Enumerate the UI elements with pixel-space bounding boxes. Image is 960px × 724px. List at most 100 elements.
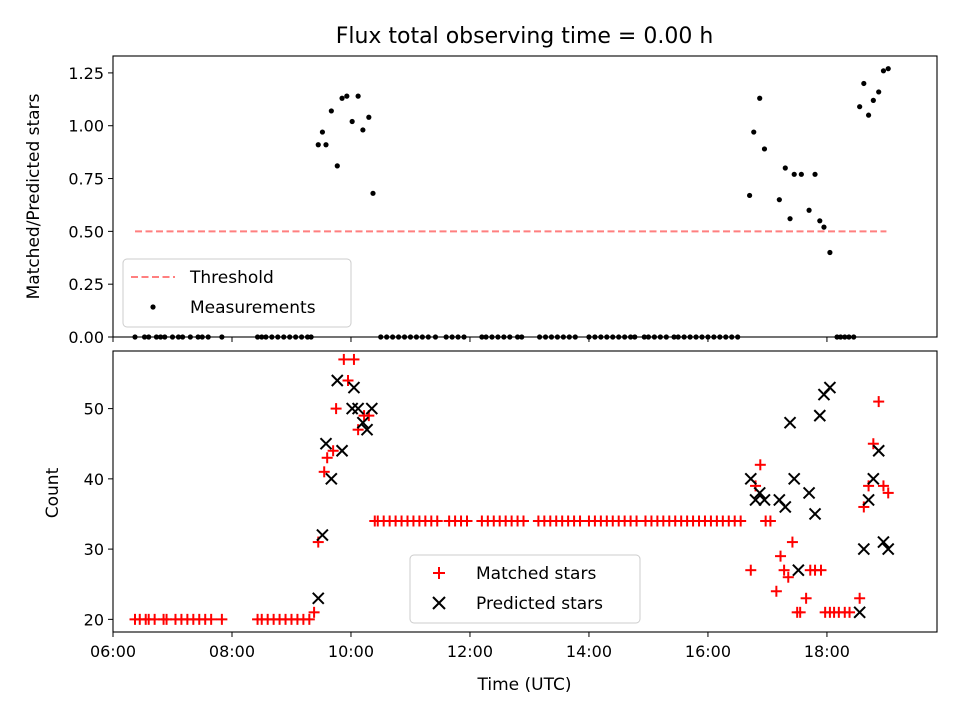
x-tick-label: 14:00	[566, 642, 612, 661]
predicted-star-marker	[788, 472, 801, 486]
predicted-star-marker	[823, 381, 837, 394]
ratio-y-tick-label: 0.00	[68, 328, 104, 347]
predicted-star-marker	[779, 500, 792, 514]
predicted-star-marker	[872, 444, 885, 457]
threshold-legend-label: Threshold	[189, 268, 274, 288]
ratio-y-ticks: 0.00 0.25 0.50 0.75 1.00 1.25	[68, 64, 113, 347]
measurement-point	[798, 171, 804, 177]
predicted-star-marker	[862, 493, 875, 507]
measurement-point	[366, 114, 372, 120]
measurement-point	[880, 68, 887, 74]
matched-star-marker	[321, 452, 333, 464]
ratio-y-tick-label: 0.25	[68, 275, 104, 294]
measurement-point	[370, 190, 376, 196]
measurement-point	[870, 97, 876, 103]
ratio-y-tick-label: 0.50	[68, 222, 104, 241]
measurement-point	[812, 171, 818, 177]
measurement-point	[791, 171, 797, 177]
matched-star-marker	[318, 466, 330, 478]
x-axis-label: Time (UTC)	[477, 675, 572, 695]
matched-star-marker	[461, 515, 473, 527]
matched-star-marker	[882, 487, 894, 499]
matched-star-marker	[327, 445, 339, 457]
matched-star-marker	[815, 564, 827, 576]
measurement-point	[776, 197, 782, 203]
matched-star-marker	[770, 585, 782, 597]
matched-star-marker	[800, 592, 812, 604]
measurement-point	[751, 129, 757, 135]
matched-star-marker	[867, 438, 879, 450]
measurement-point	[827, 249, 833, 256]
predicted-legend-swatch	[432, 596, 446, 610]
measurement-point	[757, 95, 763, 101]
measurements-legend-swatch	[150, 304, 156, 310]
count-panel: 20 30 40 50 06:00 08:00 10:00 12:00 14:00 16:00 1…	[43, 350, 938, 695]
ratio-legend-box	[122, 258, 352, 328]
measurement-point	[344, 93, 350, 99]
matched-star-marker	[854, 592, 866, 604]
matched-star-marker	[873, 396, 885, 408]
x-tick-label: 16:00	[685, 642, 731, 661]
count-x-ticks: 06:00 08:00 10:00 12:00 14:00 16:00 18:00	[90, 632, 850, 661]
measurement-point	[315, 142, 321, 148]
ratio-y-tick-label: 1.25	[68, 64, 104, 83]
measurement-point	[360, 127, 366, 133]
x-tick-label: 10:00	[328, 642, 374, 661]
count-legend-box	[409, 554, 641, 624]
measurement-point	[319, 129, 326, 135]
matched-star-marker	[205, 613, 217, 625]
predicted-star-marker	[813, 409, 827, 422]
measurement-point	[782, 165, 788, 171]
matched-star-marker	[844, 606, 856, 618]
ratio-panel: 0.00 0.25 0.50 0.75 1.00 1.25 Matched/Predict…	[24, 55, 938, 347]
count-y-tick-label: 50	[84, 400, 104, 419]
measurement-point	[355, 93, 361, 99]
count-y-tick-label: 30	[84, 540, 104, 559]
predicted-star-marker	[351, 402, 365, 415]
matched-star-marker	[745, 564, 757, 576]
measurement-point	[857, 104, 863, 110]
predicted-star-marker	[312, 592, 325, 605]
measurement-point	[761, 146, 768, 152]
predicted-star-marker	[867, 472, 880, 486]
matched-star-marker	[775, 550, 787, 562]
measurements-legend-label: Measurements	[190, 298, 316, 318]
measurement-point	[787, 216, 793, 222]
predicted-star-marker	[325, 472, 338, 486]
count-legend: Matched stars Predicted stars	[409, 554, 641, 624]
measurement-point	[806, 207, 812, 213]
count-y-tick-label: 40	[84, 470, 104, 489]
predicted-star-marker	[758, 493, 771, 507]
predicted-star-marker	[882, 542, 895, 556]
predicted-star-marker	[347, 381, 361, 394]
ratio-axes-frame	[112, 55, 938, 338]
predicted-star-marker	[783, 416, 797, 429]
ratio-y-tick-label: 0.75	[68, 170, 104, 189]
matched-legend-swatch	[433, 567, 445, 579]
predicted-star-marker	[753, 486, 766, 500]
matched-star-marker	[342, 375, 354, 387]
predicted-star-marker	[335, 444, 349, 457]
measurement-point	[876, 89, 882, 95]
matched-legend-label: Matched stars	[476, 564, 596, 584]
ratio-y-tick-label: 1.00	[68, 117, 104, 136]
matched-star-marker	[518, 515, 530, 527]
measurement-point	[885, 66, 891, 72]
measurement-point	[821, 224, 827, 230]
matched-star-marker	[330, 403, 342, 415]
x-tick-label: 12:00	[447, 642, 493, 661]
matched-star-marker	[735, 515, 747, 527]
matched-star-marker	[877, 480, 889, 492]
predicted-legend-label: Predicted stars	[476, 594, 603, 614]
predicted-star-marker	[316, 528, 329, 542]
count-plot-area	[129, 353, 895, 625]
matched-star-marker	[782, 571, 794, 583]
measurement-point	[323, 142, 329, 148]
measurement-point	[334, 163, 340, 169]
predicted-star-marker	[356, 416, 370, 429]
ratio-legend: Threshold Measurements	[122, 258, 352, 328]
matched-star-marker	[303, 613, 315, 625]
measurement-point	[861, 80, 867, 87]
predicted-star-marker	[331, 374, 344, 387]
count-axes-frame	[112, 350, 938, 633]
